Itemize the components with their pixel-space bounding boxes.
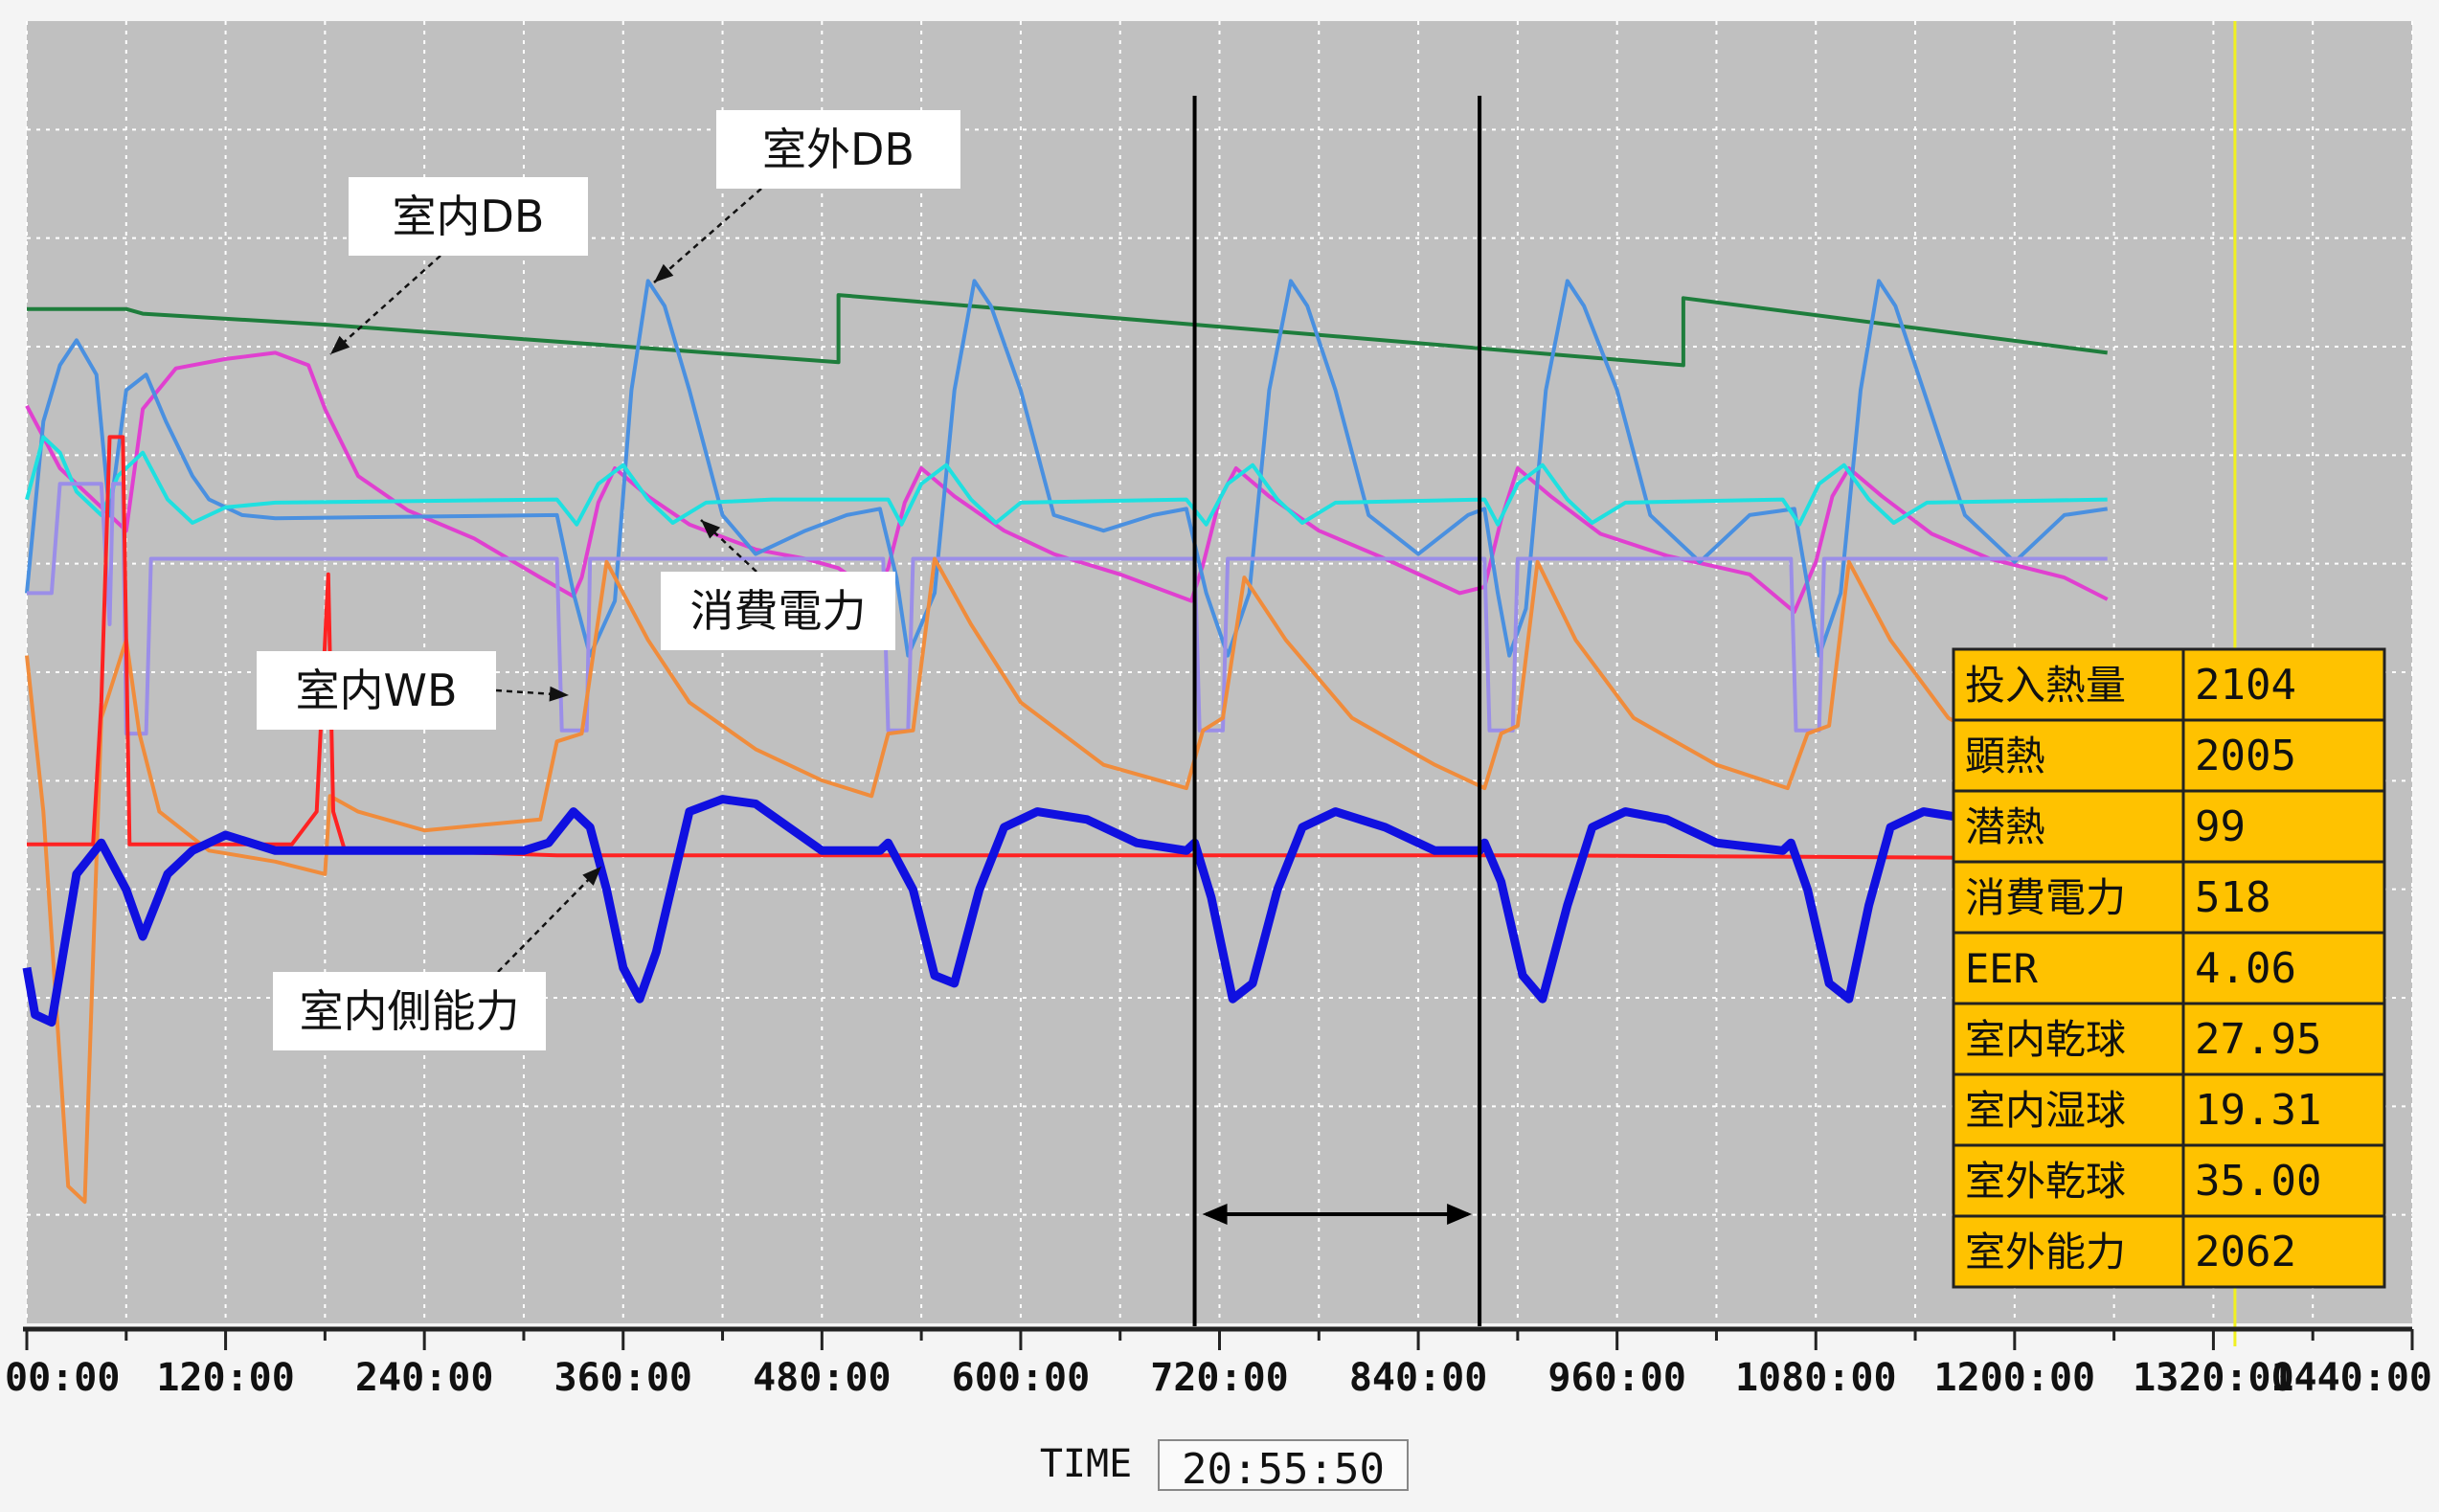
table-row-value: 2104 xyxy=(2195,661,2296,710)
callout-arrowhead xyxy=(330,335,350,354)
table-label-cell xyxy=(1952,647,2185,722)
x-tick-label: 360:00 xyxy=(554,1356,693,1400)
callout-box xyxy=(257,651,496,730)
series-line-4 xyxy=(27,482,2108,736)
series-line-0 xyxy=(27,293,2108,368)
callout-arrowhead xyxy=(582,867,601,886)
interval-arrow-right xyxy=(1447,1204,1473,1225)
table-row-value: 518 xyxy=(2195,873,2270,922)
callout-label: 室内WB xyxy=(295,665,457,716)
x-tick-label: 1200:00 xyxy=(1934,1356,2096,1400)
x-tick-label: 240:00 xyxy=(355,1356,494,1400)
table-row-value: 35.00 xyxy=(2195,1157,2321,1206)
series-line-3 xyxy=(25,435,2108,527)
marker-layer xyxy=(1192,96,1482,1326)
series-line-7 xyxy=(22,795,2109,1027)
interval-arrow-left xyxy=(1202,1204,1228,1225)
x-axis-label: TIME xyxy=(1040,1442,1132,1486)
table-value-cell xyxy=(2181,1072,2386,1147)
table-row-label: 消費電力 xyxy=(1965,874,2126,921)
table-value-cell xyxy=(2181,1214,2386,1289)
table-row-label: EER xyxy=(1965,945,2039,992)
table-row-label: 室外能力 xyxy=(1965,1229,2126,1275)
table-value-cell xyxy=(2181,860,2386,935)
table-row-value: 27.95 xyxy=(2195,1015,2321,1064)
x-tick-label: 960:00 xyxy=(1547,1356,1686,1400)
table-value-cell xyxy=(2181,931,2386,1005)
callout-label: 消費電力 xyxy=(690,585,867,637)
table-row-label: 潜熱 xyxy=(1965,803,2045,850)
table-label-cell xyxy=(1952,1002,2185,1076)
x-axis: 00:00 120:00 240:00 360:00 480:00 600:00 720:0… xyxy=(5,1326,2432,1400)
x-tick-label: 1440:00 xyxy=(2270,1356,2432,1400)
table-row-label: 室内乾球 xyxy=(1965,1016,2126,1063)
x-tick-label: 1320:00 xyxy=(2133,1356,2294,1400)
time-readout-box xyxy=(1158,1439,1409,1491)
table-label-cell xyxy=(1952,860,2185,935)
time-readout-value: 20:55:50 xyxy=(1182,1445,1385,1494)
callout-0: 室外DB xyxy=(653,110,960,283)
callout-leader xyxy=(495,688,570,697)
callout-box xyxy=(661,572,895,650)
x-tick-label: 1080:00 xyxy=(1735,1356,1897,1400)
summary-table: 投入熱量 2104 顕熱 2005 潜熱 99 消費電力 518 EER 4.06 室内乾球 27.9… xyxy=(1952,647,2386,1289)
table-row-value: 4.06 xyxy=(2195,944,2296,993)
table-row-label: 室内湿球 xyxy=(1965,1087,2126,1134)
callout-leader xyxy=(329,255,441,355)
callout-arrowhead xyxy=(701,520,721,539)
callout-label: 室内側能力 xyxy=(300,985,520,1037)
time-readout-group: TIME 20:55:50 xyxy=(1040,1439,1409,1494)
callout-leader xyxy=(497,866,602,973)
table-label-cell xyxy=(1952,1143,2185,1218)
x-tick-label: 600:00 xyxy=(952,1356,1091,1400)
callout-arrowhead xyxy=(654,263,674,282)
callout-2: 消費電力 xyxy=(661,519,895,650)
x-tick-label: 120:00 xyxy=(156,1356,295,1400)
x-tick-label: 480:00 xyxy=(753,1356,892,1400)
x-tick-label: 840:00 xyxy=(1349,1356,1488,1400)
callout-1: 室内DB xyxy=(329,177,588,355)
series-line-1 xyxy=(25,350,2109,614)
callout-arrowhead xyxy=(549,686,569,702)
table-row-label: 室外乾球 xyxy=(1965,1158,2126,1205)
callout-3: 室内WB xyxy=(257,651,570,730)
table-row-value: 99 xyxy=(2195,802,2246,851)
table-value-cell xyxy=(2181,789,2386,864)
callout-box xyxy=(273,972,546,1050)
series-line-2 xyxy=(25,279,2108,658)
callout-label: 室外DB xyxy=(762,124,915,175)
table-row-label: 顕熱 xyxy=(1965,733,2045,779)
callout-leader xyxy=(653,188,762,283)
callout-label: 室内DB xyxy=(393,191,545,242)
series-layer xyxy=(22,279,2109,1205)
table-value-cell xyxy=(2181,718,2386,793)
callout-4: 室内側能力 xyxy=(273,866,602,1050)
table-row-value: 2062 xyxy=(2195,1228,2296,1276)
x-tick-label: 720:00 xyxy=(1150,1356,1289,1400)
table-value-cell xyxy=(2181,1143,2386,1218)
callout-box xyxy=(716,110,960,189)
table-row-value: 2005 xyxy=(2195,732,2296,780)
x-tick-label: 00:00 xyxy=(5,1356,120,1400)
series-line-5 xyxy=(25,556,2109,1205)
callout-box xyxy=(349,177,588,256)
table-row-value: 19.31 xyxy=(2195,1086,2321,1135)
table-row-label: 投入熱量 xyxy=(1965,662,2126,709)
